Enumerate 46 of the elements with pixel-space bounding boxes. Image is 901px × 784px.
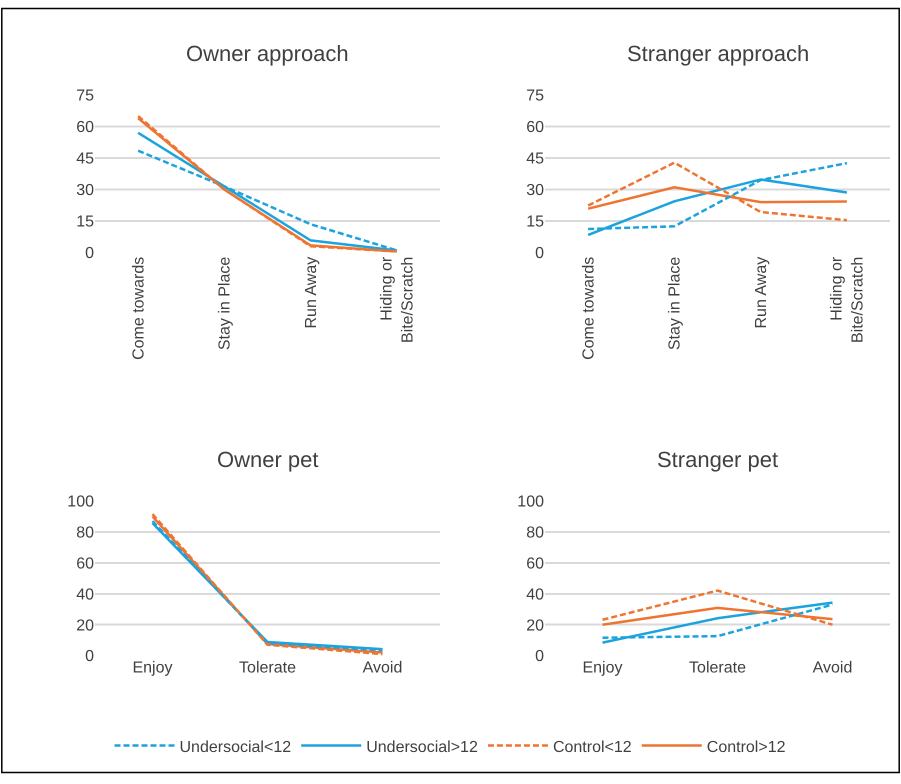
y-tick-label: 0 — [535, 245, 544, 262]
y-tick-label: 20 — [526, 617, 544, 634]
x-tick-label: Tolerate — [689, 660, 746, 677]
x-tick-label: Enjoy — [132, 660, 173, 677]
y-tick-label: 75 — [526, 88, 544, 105]
legend-label: Undersocial<12 — [180, 738, 292, 756]
x-tick-label: Come towards — [580, 256, 598, 360]
y-tick-label: 45 — [526, 150, 544, 168]
y-tick-label: 45 — [76, 150, 94, 168]
y-tick-label: 30 — [76, 182, 94, 200]
x-tick-label: Run Away — [302, 256, 320, 329]
x-tick-label: Tolerate — [239, 660, 296, 677]
chart-title: Owner approach — [186, 41, 349, 66]
x-tick-label: Stay in Place — [216, 256, 234, 350]
x-tick-label: Avoid — [362, 660, 402, 677]
y-tick-label: 60 — [526, 555, 544, 572]
y-tick-label: 100 — [67, 494, 94, 511]
y-tick-label: 60 — [76, 555, 94, 572]
y-tick-label: 80 — [76, 524, 94, 542]
y-tick-label: 15 — [76, 214, 94, 231]
y-tick-label: 30 — [526, 182, 544, 200]
y-tick-label: 15 — [526, 214, 544, 231]
y-tick-label: 100 — [517, 494, 544, 511]
y-tick-label: 60 — [526, 119, 544, 136]
x-tick-label: Come towards — [130, 256, 148, 360]
x-tick-label: Hiding or Bite/Scratch — [828, 256, 866, 344]
y-tick-label: 60 — [76, 119, 94, 136]
y-tick-label: 0 — [85, 648, 94, 666]
y-tick-label: 75 — [76, 88, 94, 105]
y-tick-label: 40 — [526, 586, 544, 604]
chart-title: Stranger pet — [657, 447, 778, 472]
y-tick-label: 0 — [85, 245, 94, 262]
x-tick-label: Enjoy — [582, 660, 623, 677]
legend-label: Control>12 — [706, 738, 786, 756]
x-tick-label: Stay in Place — [666, 256, 684, 350]
y-tick-label: 0 — [535, 648, 544, 666]
chart-title: Stranger approach — [627, 41, 810, 66]
chart-title: Owner pet — [217, 447, 318, 472]
y-tick-label: 80 — [526, 524, 544, 542]
legend-label: Control<12 — [552, 738, 632, 756]
y-tick-label: 20 — [76, 617, 94, 634]
legend-label: Undersocial>12 — [366, 738, 478, 756]
x-tick-label: Avoid — [812, 660, 852, 677]
x-tick-label: Run Away — [752, 256, 770, 329]
y-tick-label: 40 — [76, 586, 94, 604]
x-tick-label: Hiding or Bite/Scratch — [378, 256, 416, 344]
